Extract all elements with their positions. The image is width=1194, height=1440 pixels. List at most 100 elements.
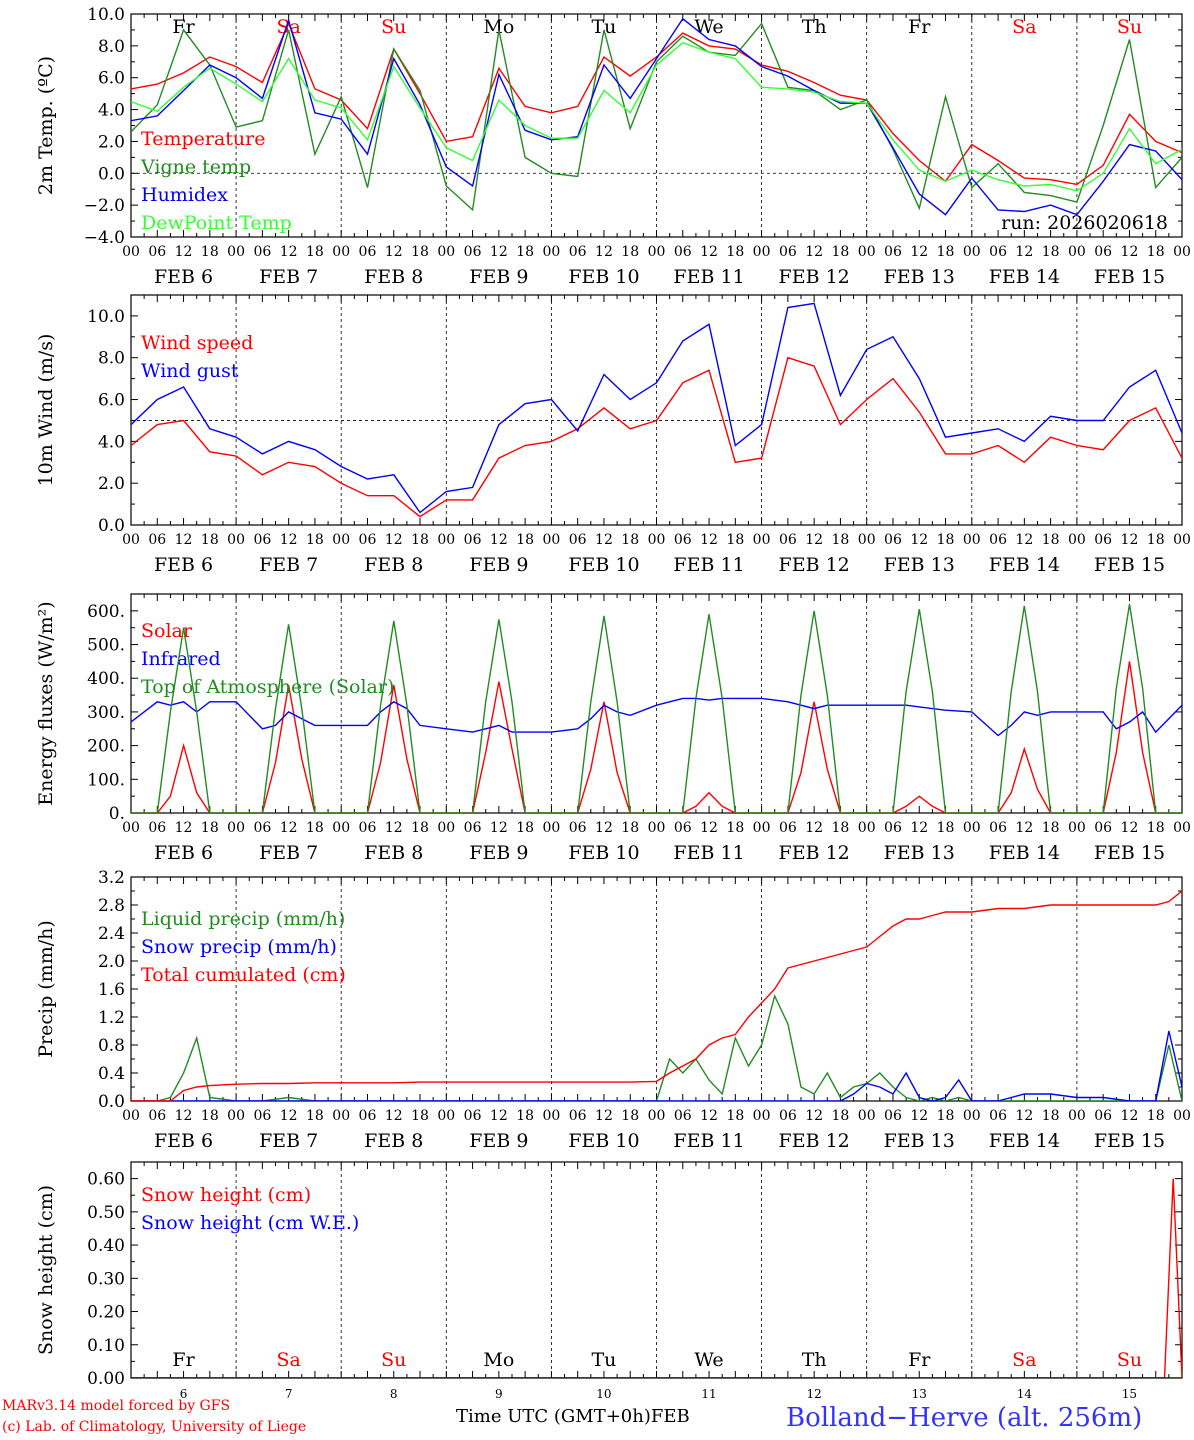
y-tick-label: 0.0 — [98, 164, 125, 184]
legend-entry: Humidex — [141, 184, 228, 206]
hour-tick-label: 06 — [569, 532, 587, 548]
y-tick-label: 600. — [87, 602, 125, 622]
hour-tick-label: 00 — [858, 1108, 876, 1124]
hour-tick-label: 18 — [1042, 244, 1060, 260]
date-label: FEB 13 — [884, 842, 955, 864]
y-tick-label: 0.0 — [98, 516, 125, 536]
hour-tick-label: 12 — [385, 1108, 403, 1124]
day-name-label: Sa — [1012, 16, 1036, 38]
y-tick-label: 0.30 — [87, 1269, 125, 1289]
run-label: run: 2026020618 — [1001, 212, 1168, 234]
day-name-label: We — [694, 16, 723, 38]
hour-tick-label: 12 — [910, 532, 928, 548]
hour-tick-label: 12 — [280, 1108, 298, 1124]
y-axis-label: Snow height (cm) — [35, 1185, 57, 1355]
date-label: FEB 13 — [884, 1130, 955, 1152]
date-label: FEB 6 — [154, 1130, 213, 1152]
hour-tick-label: 18 — [832, 532, 850, 548]
hour-tick-label: 06 — [569, 820, 587, 836]
y-tick-label: 0.00 — [87, 1369, 125, 1389]
hour-tick-label: 00 — [227, 1108, 245, 1124]
date-label: FEB 11 — [673, 554, 744, 576]
y-tick-label: 8.0 — [98, 37, 125, 57]
date-label: FEB 15 — [1094, 1130, 1165, 1152]
date-label: FEB 14 — [989, 266, 1060, 288]
hour-tick-label: 00 — [1173, 1108, 1191, 1124]
y-tick-label: 10.0 — [87, 307, 125, 327]
day-name-label: Th — [802, 1349, 827, 1371]
hour-tick-label: 18 — [201, 244, 219, 260]
hour-tick-label: 00 — [648, 820, 666, 836]
hour-tick-label: 00 — [1068, 244, 1086, 260]
hour-tick-label: 18 — [201, 820, 219, 836]
day-number-label: 11 — [701, 1387, 716, 1401]
hour-tick-label: 12 — [490, 244, 508, 260]
date-label: FEB 14 — [989, 1130, 1060, 1152]
hour-tick-label: 00 — [753, 244, 771, 260]
legend-entry: Wind speed — [141, 332, 253, 354]
hour-tick-label: 06 — [359, 244, 377, 260]
day-number-label: 9 — [495, 1387, 503, 1401]
hour-tick-label: 18 — [1042, 820, 1060, 836]
series-line-top-of-atmosphere-solar- — [131, 603, 1182, 813]
hour-tick-label: 00 — [227, 820, 245, 836]
date-label: FEB 15 — [1094, 266, 1165, 288]
hour-tick-label: 18 — [201, 532, 219, 548]
hour-tick-label: 18 — [937, 532, 955, 548]
hour-tick-label: 00 — [648, 244, 666, 260]
y-tick-label: 100. — [87, 770, 125, 790]
date-label: FEB 10 — [568, 842, 639, 864]
date-label: FEB 12 — [779, 554, 850, 576]
series-line-vigne-temp — [131, 22, 1182, 212]
hour-tick-label: 06 — [253, 532, 271, 548]
hour-tick-label: 12 — [805, 532, 823, 548]
hour-tick-label: 18 — [832, 820, 850, 836]
series-line-humidex — [131, 17, 1182, 216]
y-tick-label: 2.8 — [98, 896, 125, 916]
hour-tick-label: 06 — [148, 820, 166, 836]
date-label: FEB 6 — [154, 842, 213, 864]
day-number-label: 12 — [807, 1387, 822, 1401]
y-tick-label: 200. — [87, 737, 125, 757]
hour-tick-label: 06 — [989, 244, 1007, 260]
hour-tick-label: 12 — [385, 532, 403, 548]
hour-tick-label: 18 — [1042, 532, 1060, 548]
x-axis-label: Time UTC (GMT+0h)FEB — [456, 1406, 690, 1427]
legend-entry: Solar — [141, 620, 193, 642]
day-name-label: Fr — [908, 1349, 931, 1371]
y-tick-label: 2.0 — [98, 474, 125, 494]
hour-tick-label: 18 — [726, 820, 744, 836]
hour-tick-label: 06 — [989, 532, 1007, 548]
y-tick-label: 6.0 — [98, 69, 125, 89]
hour-tick-label: 06 — [464, 244, 482, 260]
legend-entry: Temperature — [141, 128, 265, 150]
hour-tick-label: 06 — [884, 1108, 902, 1124]
date-label: FEB 7 — [259, 842, 318, 864]
hour-tick-label: 18 — [832, 1108, 850, 1124]
hour-tick-label: 06 — [148, 532, 166, 548]
hour-tick-label: 12 — [1015, 1108, 1033, 1124]
day-name-label: Sa — [276, 1349, 300, 1371]
legend-entry: DewPoint Temp — [141, 212, 292, 234]
date-label: FEB 12 — [779, 266, 850, 288]
y-tick-label: 4.0 — [98, 432, 125, 452]
hour-tick-label: 18 — [411, 532, 429, 548]
hour-tick-label: 12 — [1121, 820, 1139, 836]
y-tick-label: 0. — [109, 804, 125, 824]
y-tick-label: −4.0 — [84, 228, 125, 248]
hour-tick-label: 12 — [910, 820, 928, 836]
hour-tick-label: 00 — [332, 820, 350, 836]
hour-tick-label: 18 — [411, 820, 429, 836]
hour-tick-label: 12 — [490, 532, 508, 548]
hour-tick-label: 00 — [1173, 820, 1191, 836]
hour-tick-label: 12 — [280, 532, 298, 548]
hour-tick-label: 06 — [359, 532, 377, 548]
day-name-label: Su — [381, 16, 406, 38]
day-name-label: We — [694, 1349, 723, 1371]
series-line-wind-speed — [131, 356, 1182, 518]
hour-tick-label: 00 — [542, 1108, 560, 1124]
day-name-label: Tu — [591, 16, 616, 38]
hour-tick-label: 18 — [201, 1108, 219, 1124]
hour-tick-label: 12 — [1121, 1108, 1139, 1124]
